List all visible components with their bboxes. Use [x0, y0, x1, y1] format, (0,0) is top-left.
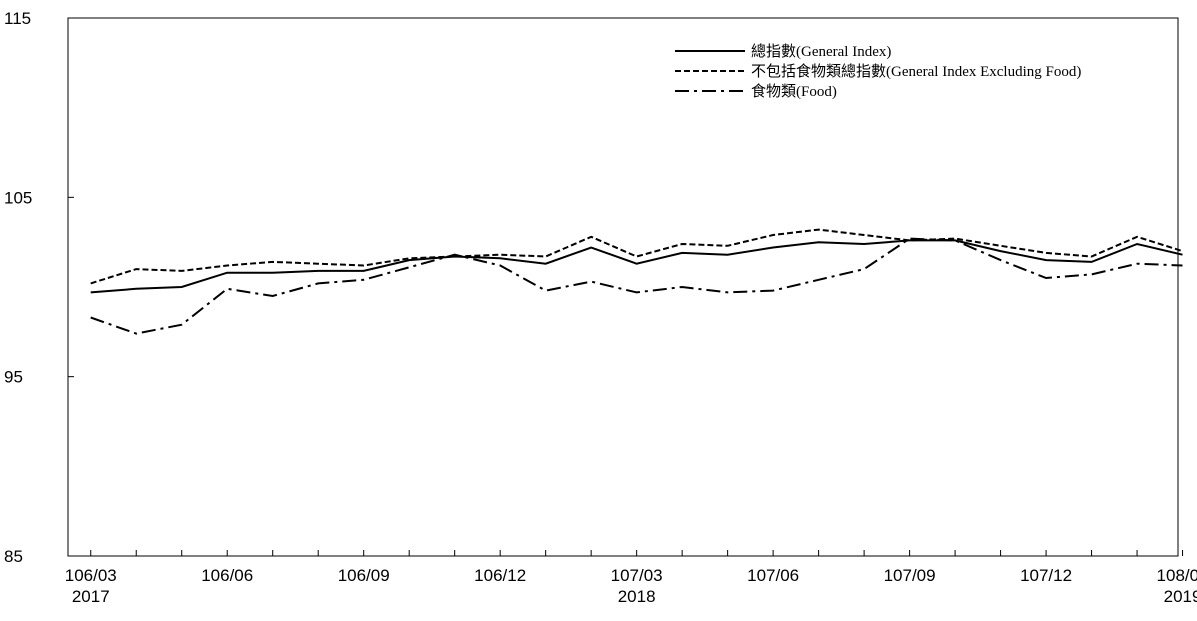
legend-label-1: 總指數(General Index): [751, 42, 891, 60]
series-lines: [90, 228, 1183, 335]
x-tick-label: 106/03: [65, 566, 117, 585]
x-tick-label: 106/12: [474, 566, 526, 585]
x-tick-label: 107/12: [1020, 566, 1072, 585]
legend: 總指數(General Index) 不包括食物類總指數(General Inde…: [675, 42, 1081, 100]
x-tick-label: 107/06: [747, 566, 799, 585]
x-tick-label: 107/03: [611, 566, 663, 585]
legend-label-2: 不包括食物類總指數(General Index Excluding Food): [751, 62, 1081, 80]
x-tick-label: 106/09: [338, 566, 390, 585]
series-line-2: [90, 228, 1183, 285]
x-tick-label: 107/09: [884, 566, 936, 585]
series-line-3: [90, 237, 1183, 335]
x-tick-year-label: 2018: [618, 587, 656, 606]
x-axis: 106/03 2017 106/06 106/09 106/12 107/03 2018 10…: [65, 550, 1197, 606]
plot-area: [67, 17, 1179, 557]
series-line-1: [90, 239, 1183, 294]
y-tick-label: 95: [4, 368, 23, 387]
x-tick-label: 106/06: [201, 566, 253, 585]
y-tick-label: 115: [4, 9, 31, 28]
y-tick-label: 85: [4, 547, 23, 566]
x-tick-year-label: 2017: [72, 587, 110, 606]
x-tick-year-label: 2019: [1164, 587, 1197, 606]
legend-label-3: 食物類(Food): [751, 83, 837, 100]
x-tick-label: 108/03: [1157, 566, 1197, 585]
plot-frame: [67, 17, 1179, 557]
y-axis: 85 95 105 115: [4, 9, 74, 566]
y-tick-label: 105: [4, 188, 32, 207]
